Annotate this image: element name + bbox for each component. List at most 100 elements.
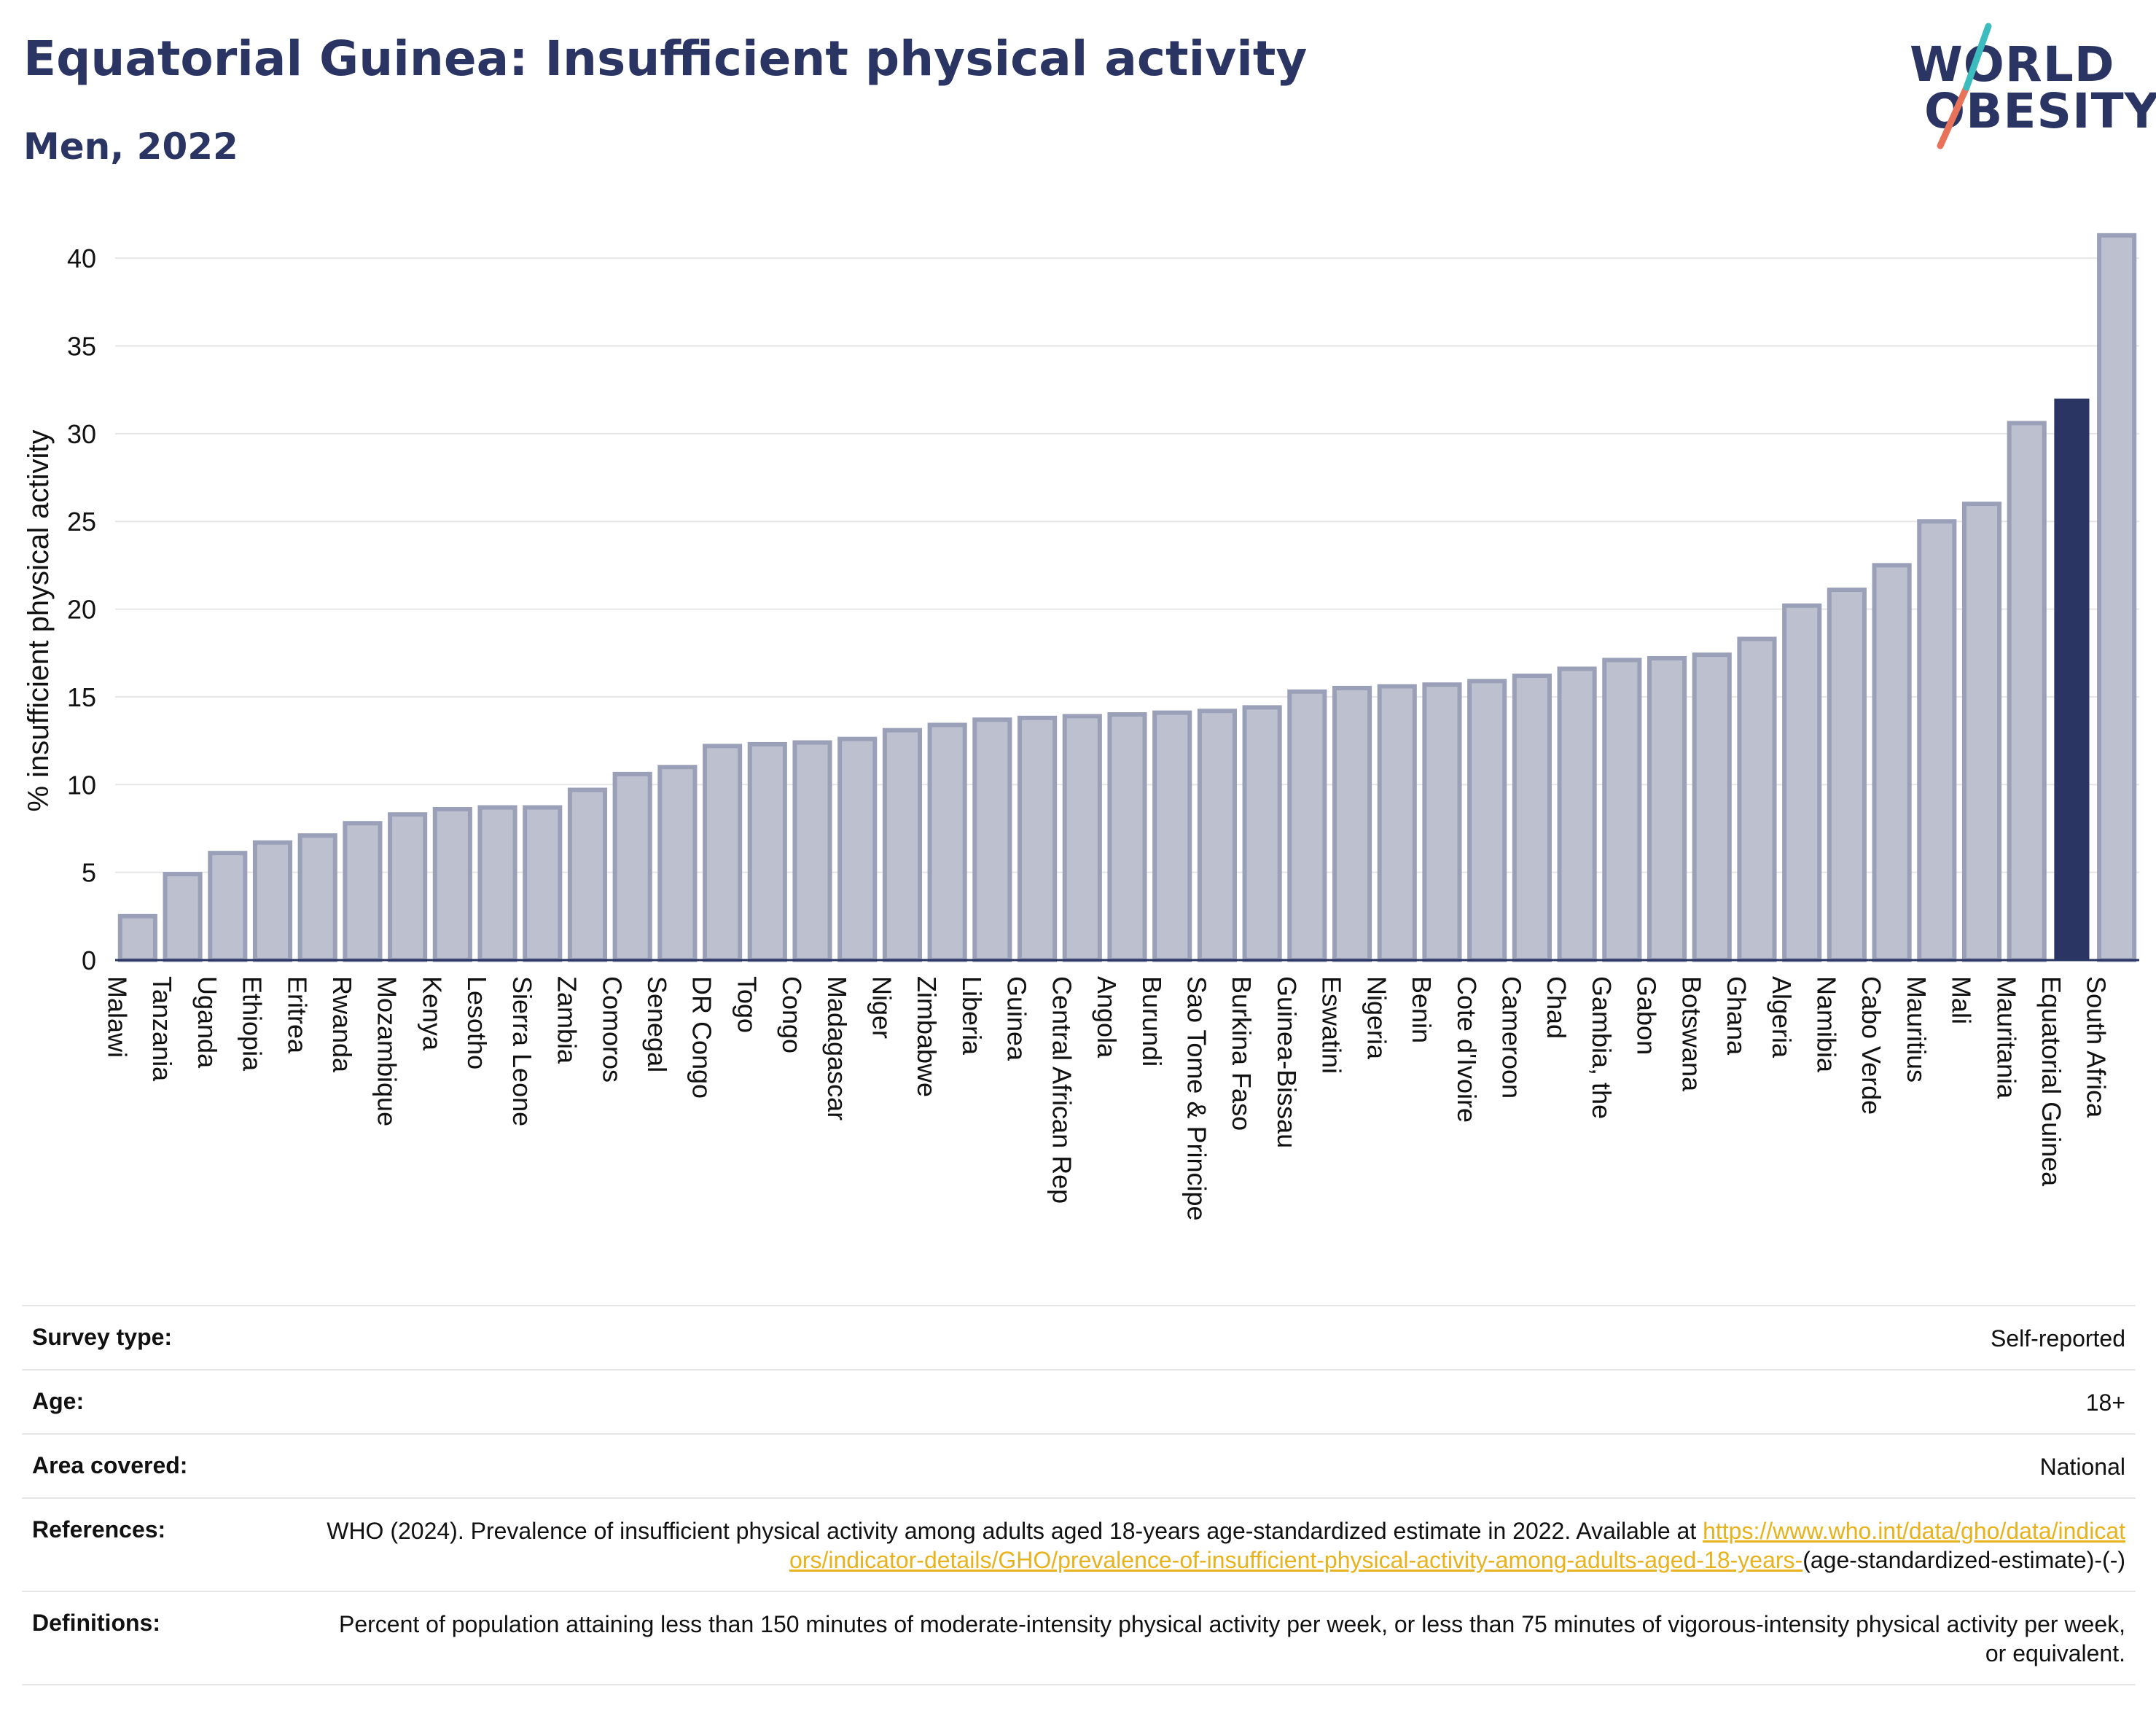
bar-comoros (612, 771, 652, 963)
area-value: National (2039, 1454, 2125, 1480)
bar-madagascar (837, 736, 878, 962)
x-tick-label: Burkina Faso (1227, 976, 1257, 1131)
meta-row-references: References: WHO (2024). Prevalence of in… (22, 1499, 2136, 1592)
x-tick-label: Eswatini (1317, 976, 1347, 1074)
x-tick-label: Mozambique (372, 976, 402, 1126)
x-tick-label: Mauritius (1902, 976, 1932, 1083)
bar-cabo-verde (1872, 563, 1912, 962)
x-tick-label: Liberia (957, 976, 987, 1056)
page-title: Equatorial Guinea: Insufficient physical… (23, 31, 1308, 87)
y-tick-label: 5 (82, 858, 96, 888)
area-label: Area covered: (32, 1452, 188, 1478)
world-obesity-logo: WORLD OBESITY (1895, 20, 2156, 152)
bar-dr-congo (703, 744, 743, 962)
survey-type-label: Survey type: (32, 1324, 173, 1350)
bar-burkina-faso (1242, 705, 1282, 962)
x-tick-label: Malawi (102, 976, 132, 1058)
x-axis-labels: Malawi Tanzania Uganda Ethiopia Eritrea Rwand… (102, 976, 2111, 1221)
bar-guinea-bissau (1287, 689, 1327, 962)
logo-slash-icon (1937, 23, 1992, 149)
bar-eswatini (1332, 685, 1372, 963)
references-label: References: (32, 1516, 166, 1543)
references-suffix: (age-standardized-estimate)-(-) (1802, 1547, 2125, 1573)
definitions-value: Percent of population attaining less tha… (338, 1611, 2125, 1666)
x-tick-label: Angola (1092, 976, 1122, 1058)
y-tick-label: 15 (67, 682, 96, 712)
bar-ethiopia (252, 840, 293, 962)
y-axis-ticks: 0 5 10 15 20 25 30 35 40 (67, 243, 96, 975)
bar-malawi (117, 913, 157, 962)
x-tick-label: Lesotho (462, 976, 492, 1069)
x-tick-label: Togo (732, 976, 762, 1033)
bar-algeria (1782, 603, 1822, 962)
bar-liberia (972, 717, 1012, 962)
x-tick-label: Comoros (597, 976, 627, 1083)
bar-nigeria (1377, 684, 1417, 962)
meta-row-area: Area covered: National (22, 1435, 2136, 1499)
bar-kenya (432, 806, 472, 962)
bar-burundi (1152, 710, 1192, 962)
bar-tanzania (163, 872, 203, 963)
bar-togo (747, 741, 787, 963)
metadata-table: Survey type: Self-reported Age: 18+ Area… (22, 1305, 2136, 1685)
y-tick-label: 25 (67, 507, 96, 537)
x-tick-label: DR Congo (687, 976, 717, 1099)
x-tick-label: Madagascar (822, 976, 852, 1120)
bar-chad (1557, 666, 1597, 963)
meta-row-definitions: Definitions: Percent of population attai… (22, 1592, 2136, 1685)
x-tick-label: Zambia (552, 976, 582, 1064)
bar-namibia (1827, 588, 1867, 962)
x-tick-label: Chad (1542, 976, 1571, 1039)
x-tick-label: Congo (777, 976, 807, 1053)
x-tick-label: Guinea (1002, 976, 1032, 1061)
references-link[interactable]: https://www.who.int/data/gho/data/indica… (789, 1518, 2125, 1573)
bar-gabon (1647, 655, 1687, 962)
age-value: 18+ (2085, 1389, 2125, 1416)
y-tick-label: 10 (67, 770, 96, 800)
bar-chart: 0 5 10 15 20 25 30 35 40 Malawi Tanzania Uganda Eth… (23, 233, 2139, 1221)
bar-lesotho (477, 805, 517, 963)
x-tick-label: Cabo Verde (1856, 976, 1886, 1115)
meta-row-age: Age: 18+ (22, 1371, 2136, 1435)
bar-uganda (208, 851, 248, 963)
age-label: Age: (32, 1388, 85, 1414)
x-tick-label: Namibia (1811, 976, 1841, 1073)
bar-niger (882, 728, 923, 963)
bar-mali (1961, 502, 2002, 962)
bar-equatorial-guinea (2054, 398, 2090, 960)
y-tick-label: 20 (67, 595, 96, 625)
bar-gambia-the (1602, 658, 1642, 963)
x-tick-label: Eritrea (282, 976, 312, 1054)
x-tick-label: Tanzania (147, 976, 177, 1082)
bar-eritrea (297, 833, 337, 963)
x-tick-label: Ghana (1722, 976, 1751, 1056)
x-tick-label: Gabon (1632, 976, 1662, 1055)
x-tick-label: Mali (1947, 976, 1977, 1024)
x-tick-label: Equatorial Guinea (2036, 976, 2066, 1187)
y-axis-title: % insufficient physical activity (23, 430, 55, 812)
bar-rwanda (343, 821, 383, 962)
x-tick-label: Zimbabwe (912, 976, 942, 1097)
bar-congo (792, 740, 832, 962)
x-tick-label: Guinea-Bissau (1272, 976, 1302, 1148)
x-tick-label: Rwanda (327, 976, 357, 1073)
bar-senegal (657, 765, 698, 962)
page-subtitle: Men, 2022 (23, 125, 238, 168)
bar-zambia (567, 787, 608, 963)
bar-central-african-rep (1062, 714, 1102, 963)
bar-zimbabwe (927, 722, 967, 962)
x-tick-label: Sao Tome & Principe (1182, 976, 1212, 1221)
bar-benin (1422, 682, 1462, 962)
bar-mauritius (1917, 519, 1957, 962)
bar-sierra-leone (523, 805, 563, 963)
bar-cameroon (1512, 674, 1552, 962)
y-tick-label: 35 (67, 332, 96, 362)
meta-row-survey-type: Survey type: Self-reported (22, 1306, 2136, 1371)
bar-angola (1107, 712, 1147, 962)
references-value: WHO (2024). Prevalence of insufficient p… (318, 1516, 2125, 1575)
y-tick-label: 0 (82, 946, 96, 975)
bar-guinea (1018, 715, 1058, 962)
x-tick-label: Kenya (417, 976, 447, 1051)
bar-mozambique (388, 812, 428, 963)
bar-ghana (1737, 636, 1777, 962)
